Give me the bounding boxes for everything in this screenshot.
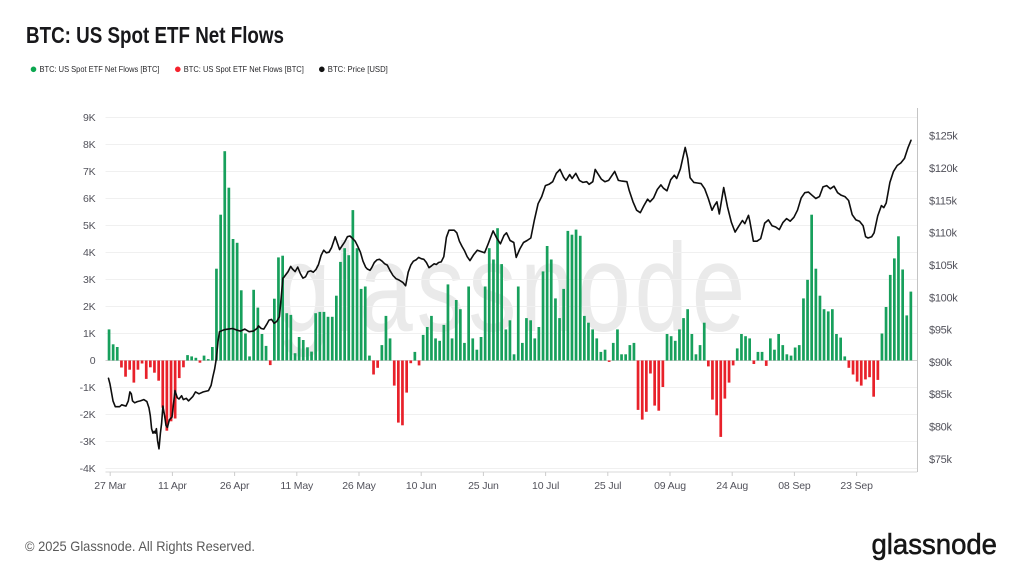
svg-text:-1K: -1K [80,382,96,394]
svg-text:$90k: $90k [929,357,952,369]
svg-text:© 2025 Glassnode. All Rights R: © 2025 Glassnode. All Rights Reserved. [25,538,255,554]
svg-text:0: 0 [90,355,96,367]
svg-text:4K: 4K [83,247,96,259]
svg-text:glassnode: glassnode [872,529,998,561]
svg-text:10 Jun: 10 Jun [406,480,437,492]
svg-text:$125k: $125k [929,131,958,143]
svg-text:24 Aug: 24 Aug [716,480,748,492]
svg-text:BTC: Price [USD]: BTC: Price [USD] [328,64,388,74]
svg-text:11 Apr: 11 Apr [158,480,187,492]
svg-text:5K: 5K [83,220,96,232]
svg-text:6K: 6K [83,193,96,205]
svg-text:3K: 3K [83,274,96,286]
svg-text:$80k: $80k [929,422,952,434]
svg-text:$115k: $115k [929,195,957,207]
svg-text:-3K: -3K [80,436,96,448]
svg-text:$120k: $120k [929,163,958,175]
svg-text:23 Sep: 23 Sep [840,480,873,492]
svg-text:1K: 1K [83,328,96,340]
svg-text:BTC: US Spot ETF Net Flows: BTC: US Spot ETF Net Flows [26,22,284,48]
svg-text:-2K: -2K [80,409,96,421]
svg-text:25 Jun: 25 Jun [468,480,499,492]
svg-text:BTC: US Spot ETF Net Flows [BT: BTC: US Spot ETF Net Flows [BTC] [184,64,304,74]
svg-text:09 Aug: 09 Aug [654,480,686,492]
svg-text:$75k: $75k [929,454,952,466]
svg-text:$105k: $105k [929,260,958,272]
svg-text:08 Sep: 08 Sep [778,480,811,492]
svg-text:26 May: 26 May [342,480,376,492]
svg-text:9K: 9K [83,112,96,124]
svg-text:7K: 7K [83,166,96,178]
svg-text:$85k: $85k [929,389,952,401]
svg-text:25 Jul: 25 Jul [594,480,621,492]
svg-text:8K: 8K [83,139,96,151]
svg-text:$100k: $100k [929,292,958,304]
svg-text:27 Mar: 27 Mar [94,480,126,492]
svg-text:2K: 2K [83,301,96,313]
svg-text:BTC: US Spot ETF Net Flows [BT: BTC: US Spot ETF Net Flows [BTC] [40,64,160,74]
svg-text:26 Apr: 26 Apr [220,480,250,492]
svg-text:11 May: 11 May [280,480,314,492]
svg-text:$110k: $110k [929,228,957,240]
svg-text:$95k: $95k [929,325,952,337]
svg-text:10 Jul: 10 Jul [532,480,559,492]
svg-text:-4K: -4K [80,463,96,475]
